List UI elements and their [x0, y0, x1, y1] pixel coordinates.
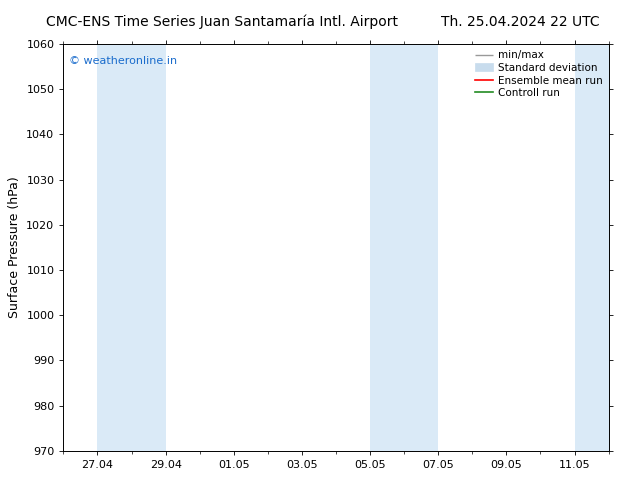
Text: © weatheronline.in: © weatheronline.in: [69, 56, 177, 66]
Bar: [98, 44, 165, 451]
Legend: min/max, Standard deviation, Ensemble mean run, Controll run: min/max, Standard deviation, Ensemble me…: [470, 46, 607, 102]
Bar: [370, 44, 438, 451]
Text: Th. 25.04.2024 22 UTC: Th. 25.04.2024 22 UTC: [441, 15, 599, 29]
Text: CMC-ENS Time Series Juan Santamaría Intl. Airport: CMC-ENS Time Series Juan Santamaría Intl…: [46, 15, 398, 29]
Bar: [574, 44, 609, 451]
Y-axis label: Surface Pressure (hPa): Surface Pressure (hPa): [8, 176, 21, 318]
